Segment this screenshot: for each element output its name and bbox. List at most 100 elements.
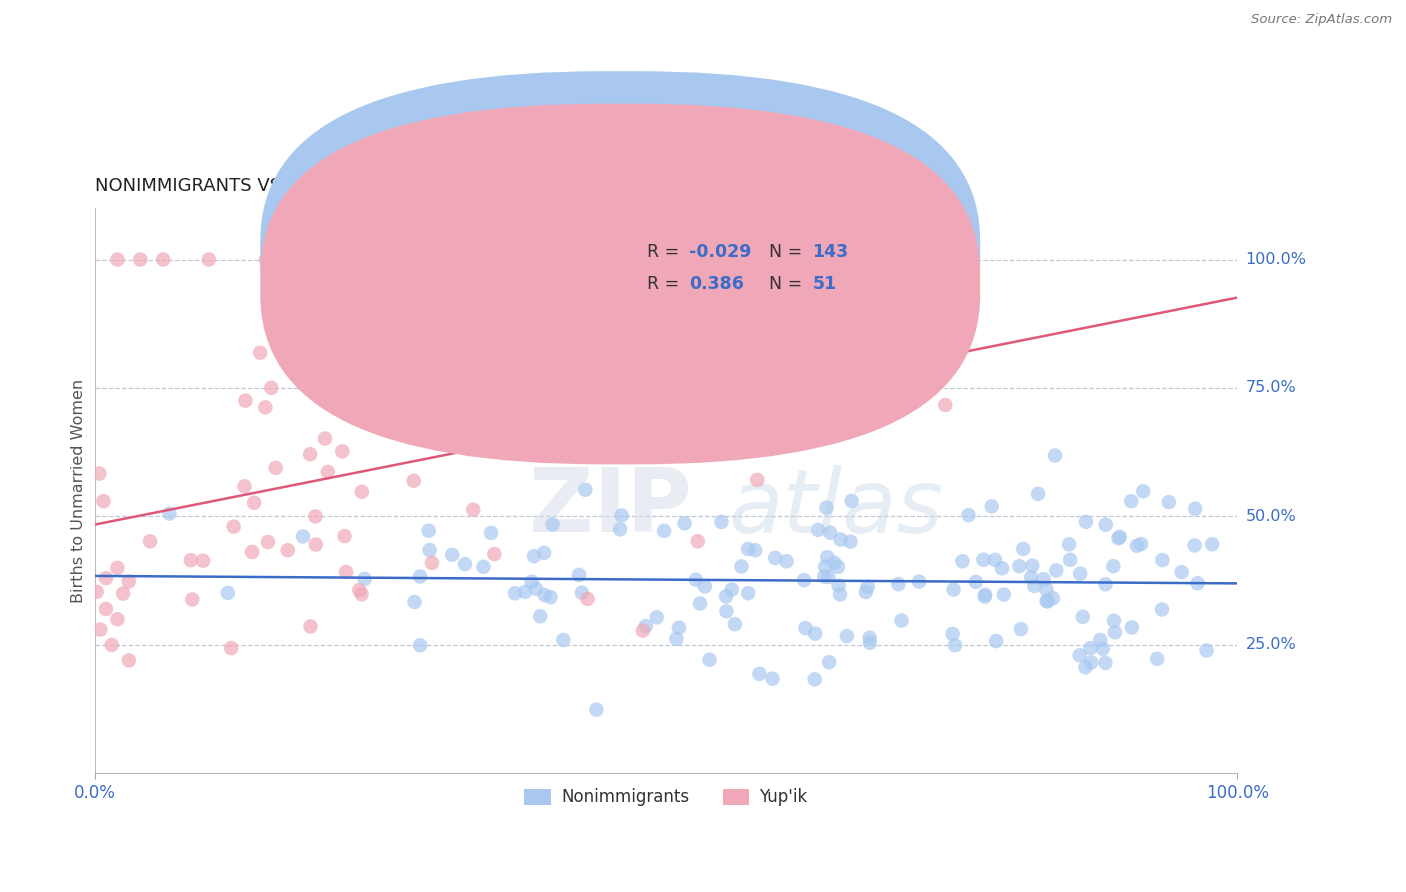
Point: [1130, 537, 1153, 551]
Point: [1071, 610, 1094, 624]
Text: 143: 143: [813, 243, 848, 260]
Point: [652, 524, 675, 538]
Point: [1091, 641, 1114, 656]
Point: [107, 612, 129, 626]
Point: [841, 494, 863, 508]
Point: [668, 621, 690, 635]
Point: [1090, 632, 1112, 647]
Text: NONIMMIGRANTS VS YUP'IK BIRTHS TO UNMARRIED WOMEN CORRELATION CHART: NONIMMIGRANTS VS YUP'IK BIRTHS TO UNMARR…: [94, 178, 839, 195]
Point: [217, 586, 239, 600]
Point: [1126, 539, 1149, 553]
Point: [1121, 494, 1143, 508]
Point: [240, 545, 263, 559]
Point: [763, 550, 786, 565]
Point: [818, 525, 841, 540]
Text: N =: N =: [769, 275, 807, 293]
Point: [855, 585, 877, 599]
Point: [94, 602, 117, 616]
Point: [980, 500, 1002, 514]
Point: [934, 398, 956, 412]
Point: [519, 423, 541, 437]
Point: [858, 360, 880, 375]
Point: [181, 592, 204, 607]
Point: [418, 524, 440, 538]
Point: [233, 479, 256, 493]
Point: [984, 553, 1007, 567]
Point: [686, 534, 709, 549]
Point: [316, 465, 339, 479]
Point: [730, 559, 752, 574]
Point: [744, 543, 766, 558]
FancyBboxPatch shape: [260, 103, 980, 465]
Point: [335, 565, 357, 579]
Point: [1146, 652, 1168, 666]
Point: [314, 432, 336, 446]
Point: [815, 550, 838, 565]
Point: [827, 559, 849, 574]
Point: [804, 626, 827, 640]
Point: [1107, 531, 1129, 545]
Point: [1080, 656, 1102, 670]
Point: [409, 569, 432, 583]
Point: [835, 629, 858, 643]
Point: [714, 590, 737, 604]
Point: [1074, 515, 1097, 529]
Point: [350, 484, 373, 499]
Point: [991, 561, 1014, 575]
Text: R =: R =: [647, 275, 685, 293]
Point: [943, 638, 966, 652]
Point: [533, 588, 555, 602]
Text: -0.029: -0.029: [689, 243, 751, 260]
Point: [523, 549, 546, 564]
Point: [1074, 660, 1097, 674]
Point: [198, 252, 221, 267]
Point: [524, 582, 547, 596]
Point: [86, 584, 108, 599]
Point: [249, 345, 271, 359]
Point: [815, 410, 838, 425]
Point: [529, 609, 551, 624]
Point: [304, 509, 326, 524]
Y-axis label: Births to Unmarried Women: Births to Unmarried Women: [72, 379, 86, 603]
Point: [367, 336, 389, 351]
Point: [818, 655, 841, 669]
Point: [859, 636, 882, 650]
Point: [1032, 572, 1054, 586]
Point: [1012, 541, 1035, 556]
Point: [479, 525, 502, 540]
Text: 100.0%: 100.0%: [1246, 252, 1306, 267]
Point: [463, 502, 485, 516]
Text: 50.0%: 50.0%: [1246, 509, 1296, 524]
Point: [100, 638, 122, 652]
Point: [952, 554, 974, 568]
Text: Source: ZipAtlas.com: Source: ZipAtlas.com: [1251, 13, 1392, 27]
Point: [716, 604, 738, 618]
Point: [1059, 553, 1081, 567]
Point: [235, 393, 257, 408]
Point: [89, 467, 111, 481]
Point: [533, 546, 555, 560]
Point: [1043, 449, 1066, 463]
Point: [89, 623, 111, 637]
Legend: Nonimmigrants, Yup'ik: Nonimmigrants, Yup'ik: [517, 781, 814, 814]
Point: [792, 252, 814, 267]
Point: [634, 619, 657, 633]
Point: [257, 535, 280, 549]
Point: [887, 577, 910, 591]
Point: [974, 588, 997, 602]
Point: [152, 252, 174, 267]
Point: [1021, 558, 1043, 573]
Text: R =: R =: [647, 243, 685, 260]
Point: [353, 572, 375, 586]
Text: 0.386: 0.386: [689, 275, 744, 293]
Point: [93, 494, 115, 508]
Point: [484, 252, 506, 267]
Point: [637, 427, 659, 442]
Point: [1121, 620, 1143, 634]
Point: [1036, 594, 1059, 608]
Point: [222, 519, 245, 533]
Point: [277, 543, 299, 558]
Point: [965, 574, 987, 589]
Point: [409, 638, 432, 652]
Point: [1150, 602, 1173, 616]
